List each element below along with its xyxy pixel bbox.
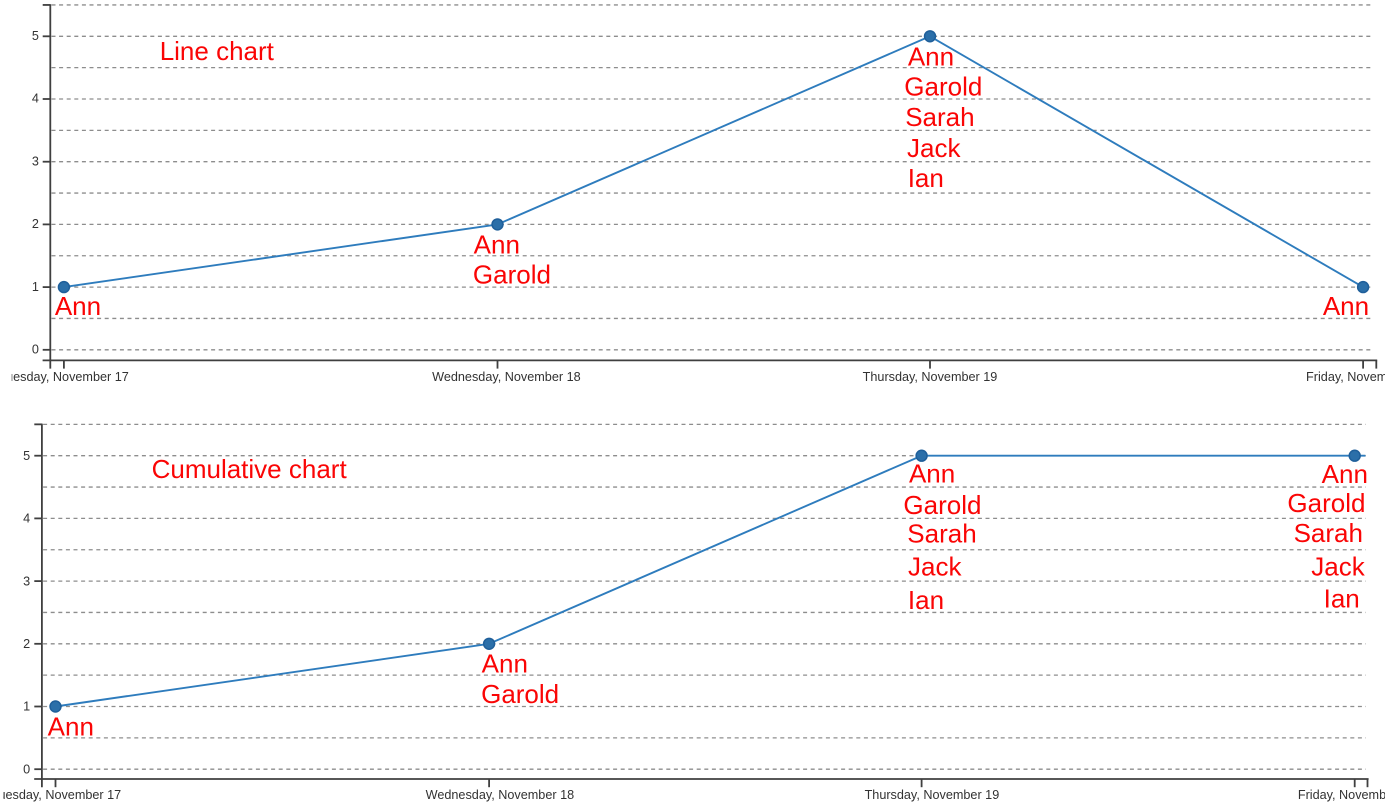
svg-text:Ann: Ann — [1322, 459, 1368, 489]
svg-text:Ann: Ann — [474, 229, 520, 259]
svg-text:5: 5 — [23, 449, 30, 463]
svg-text:Friday, November 20: Friday, November 20 — [1306, 370, 1385, 384]
svg-text:Ian: Ian — [1324, 584, 1360, 614]
svg-text:2: 2 — [23, 637, 30, 651]
svg-text:Jack: Jack — [1311, 552, 1365, 582]
svg-text:Sarah: Sarah — [1294, 518, 1363, 548]
svg-text:Sarah: Sarah — [905, 102, 974, 132]
svg-text:Cumulative chart: Cumulative chart — [152, 454, 348, 484]
svg-text:Line chart: Line chart — [160, 36, 275, 66]
svg-text:Jack: Jack — [908, 552, 962, 582]
svg-text:Garold: Garold — [903, 490, 981, 520]
svg-text:3: 3 — [23, 574, 30, 588]
svg-text:2: 2 — [32, 217, 39, 231]
svg-text:4: 4 — [23, 512, 30, 526]
svg-text:0: 0 — [32, 343, 39, 357]
svg-text:Wednesday, November 18: Wednesday, November 18 — [432, 370, 581, 384]
svg-text:0: 0 — [23, 762, 30, 776]
svg-text:Ann: Ann — [48, 711, 94, 741]
svg-text:Thursday, November 19: Thursday, November 19 — [863, 370, 998, 384]
svg-text:Ann: Ann — [55, 291, 101, 321]
svg-text:Sarah: Sarah — [907, 518, 976, 548]
svg-text:Ann: Ann — [909, 459, 955, 489]
svg-text:Ian: Ian — [908, 163, 944, 193]
svg-text:Tuesday, November 17: Tuesday, November 17 — [0, 370, 129, 384]
svg-text:Jack: Jack — [907, 133, 961, 163]
svg-text:1: 1 — [32, 280, 39, 294]
svg-text:Thursday, November 19: Thursday, November 19 — [865, 788, 1000, 802]
svg-text:Wednesday, November 18: Wednesday, November 18 — [426, 788, 575, 802]
svg-text:Friday, November 20: Friday, November 20 — [1298, 788, 1385, 802]
svg-text:Garold: Garold — [473, 260, 551, 290]
svg-text:Ian: Ian — [908, 585, 944, 615]
svg-text:3: 3 — [32, 154, 39, 168]
svg-text:4: 4 — [32, 92, 39, 106]
svg-text:1: 1 — [23, 700, 30, 714]
svg-text:Ann: Ann — [482, 649, 528, 679]
svg-text:Garold: Garold — [904, 72, 982, 102]
svg-text:Tuesday, November 17: Tuesday, November 17 — [0, 788, 121, 802]
svg-text:Garold: Garold — [1287, 488, 1365, 518]
svg-text:5: 5 — [32, 29, 39, 43]
svg-text:Garold: Garold — [481, 679, 559, 709]
svg-text:Ann: Ann — [908, 42, 954, 72]
svg-text:Ann: Ann — [1323, 291, 1369, 321]
